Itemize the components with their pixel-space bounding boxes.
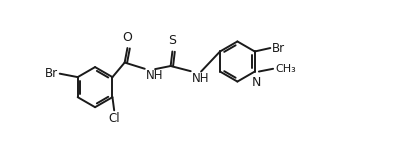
Text: Br: Br [45,67,58,80]
Text: S: S [169,34,176,47]
Text: CH₃: CH₃ [275,64,296,74]
Text: O: O [122,30,132,43]
Text: Br: Br [272,41,285,54]
Text: N: N [252,76,261,89]
Text: Cl: Cl [109,112,120,125]
Text: NH: NH [192,72,210,85]
Text: NH: NH [146,69,164,82]
